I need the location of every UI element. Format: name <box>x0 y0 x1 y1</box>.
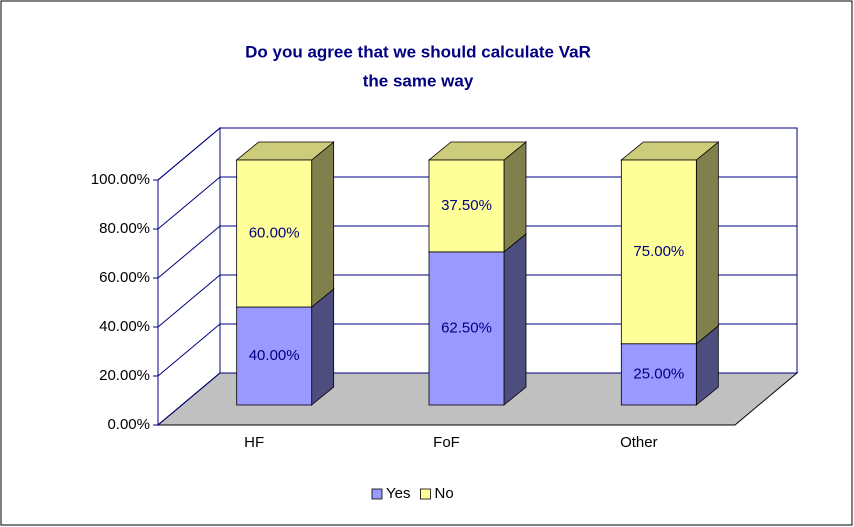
y-tick-label: 20.00% <box>99 367 150 384</box>
x-tick-label: Other <box>620 434 658 451</box>
grid-line <box>157 225 797 279</box>
bar <box>236 159 313 308</box>
bar-side <box>311 288 335 406</box>
data-label: 37.50% <box>441 197 492 214</box>
legend-label: No <box>434 485 453 502</box>
y-tick-label: 100.00% <box>91 171 150 188</box>
y-tick-label: 0.00% <box>107 416 150 433</box>
y-tick-label: 60.00% <box>99 269 150 286</box>
bar <box>428 159 505 253</box>
bar-side <box>311 141 335 308</box>
legend-label: Yes <box>386 485 410 502</box>
y-tick-label: 80.00% <box>99 220 150 237</box>
bar <box>620 343 697 406</box>
chart-title: Do you agree that we should calculate Va… <box>245 42 591 61</box>
data-label: 40.00% <box>249 347 300 364</box>
data-label: 75.00% <box>633 243 684 260</box>
data-label: 25.00% <box>633 365 684 382</box>
x-tick-label: FoF <box>433 434 460 451</box>
chart-title: the same way <box>363 71 474 90</box>
legend-swatch <box>420 488 431 500</box>
grid-line <box>157 176 797 230</box>
data-label: 62.50% <box>441 319 492 336</box>
grid-line <box>157 274 797 328</box>
bar-side <box>695 141 719 345</box>
grid-line <box>157 323 797 377</box>
grid-line <box>157 127 797 181</box>
y-tick-label: 40.00% <box>99 318 150 335</box>
bar <box>428 251 505 406</box>
bar <box>236 306 313 406</box>
bar-side <box>503 141 527 253</box>
legend-swatch <box>371 488 383 500</box>
grid-line <box>157 372 797 426</box>
bar-side <box>503 233 527 406</box>
bar <box>620 159 697 345</box>
x-tick-label: HF <box>244 434 264 451</box>
data-label: 60.00% <box>249 224 300 241</box>
